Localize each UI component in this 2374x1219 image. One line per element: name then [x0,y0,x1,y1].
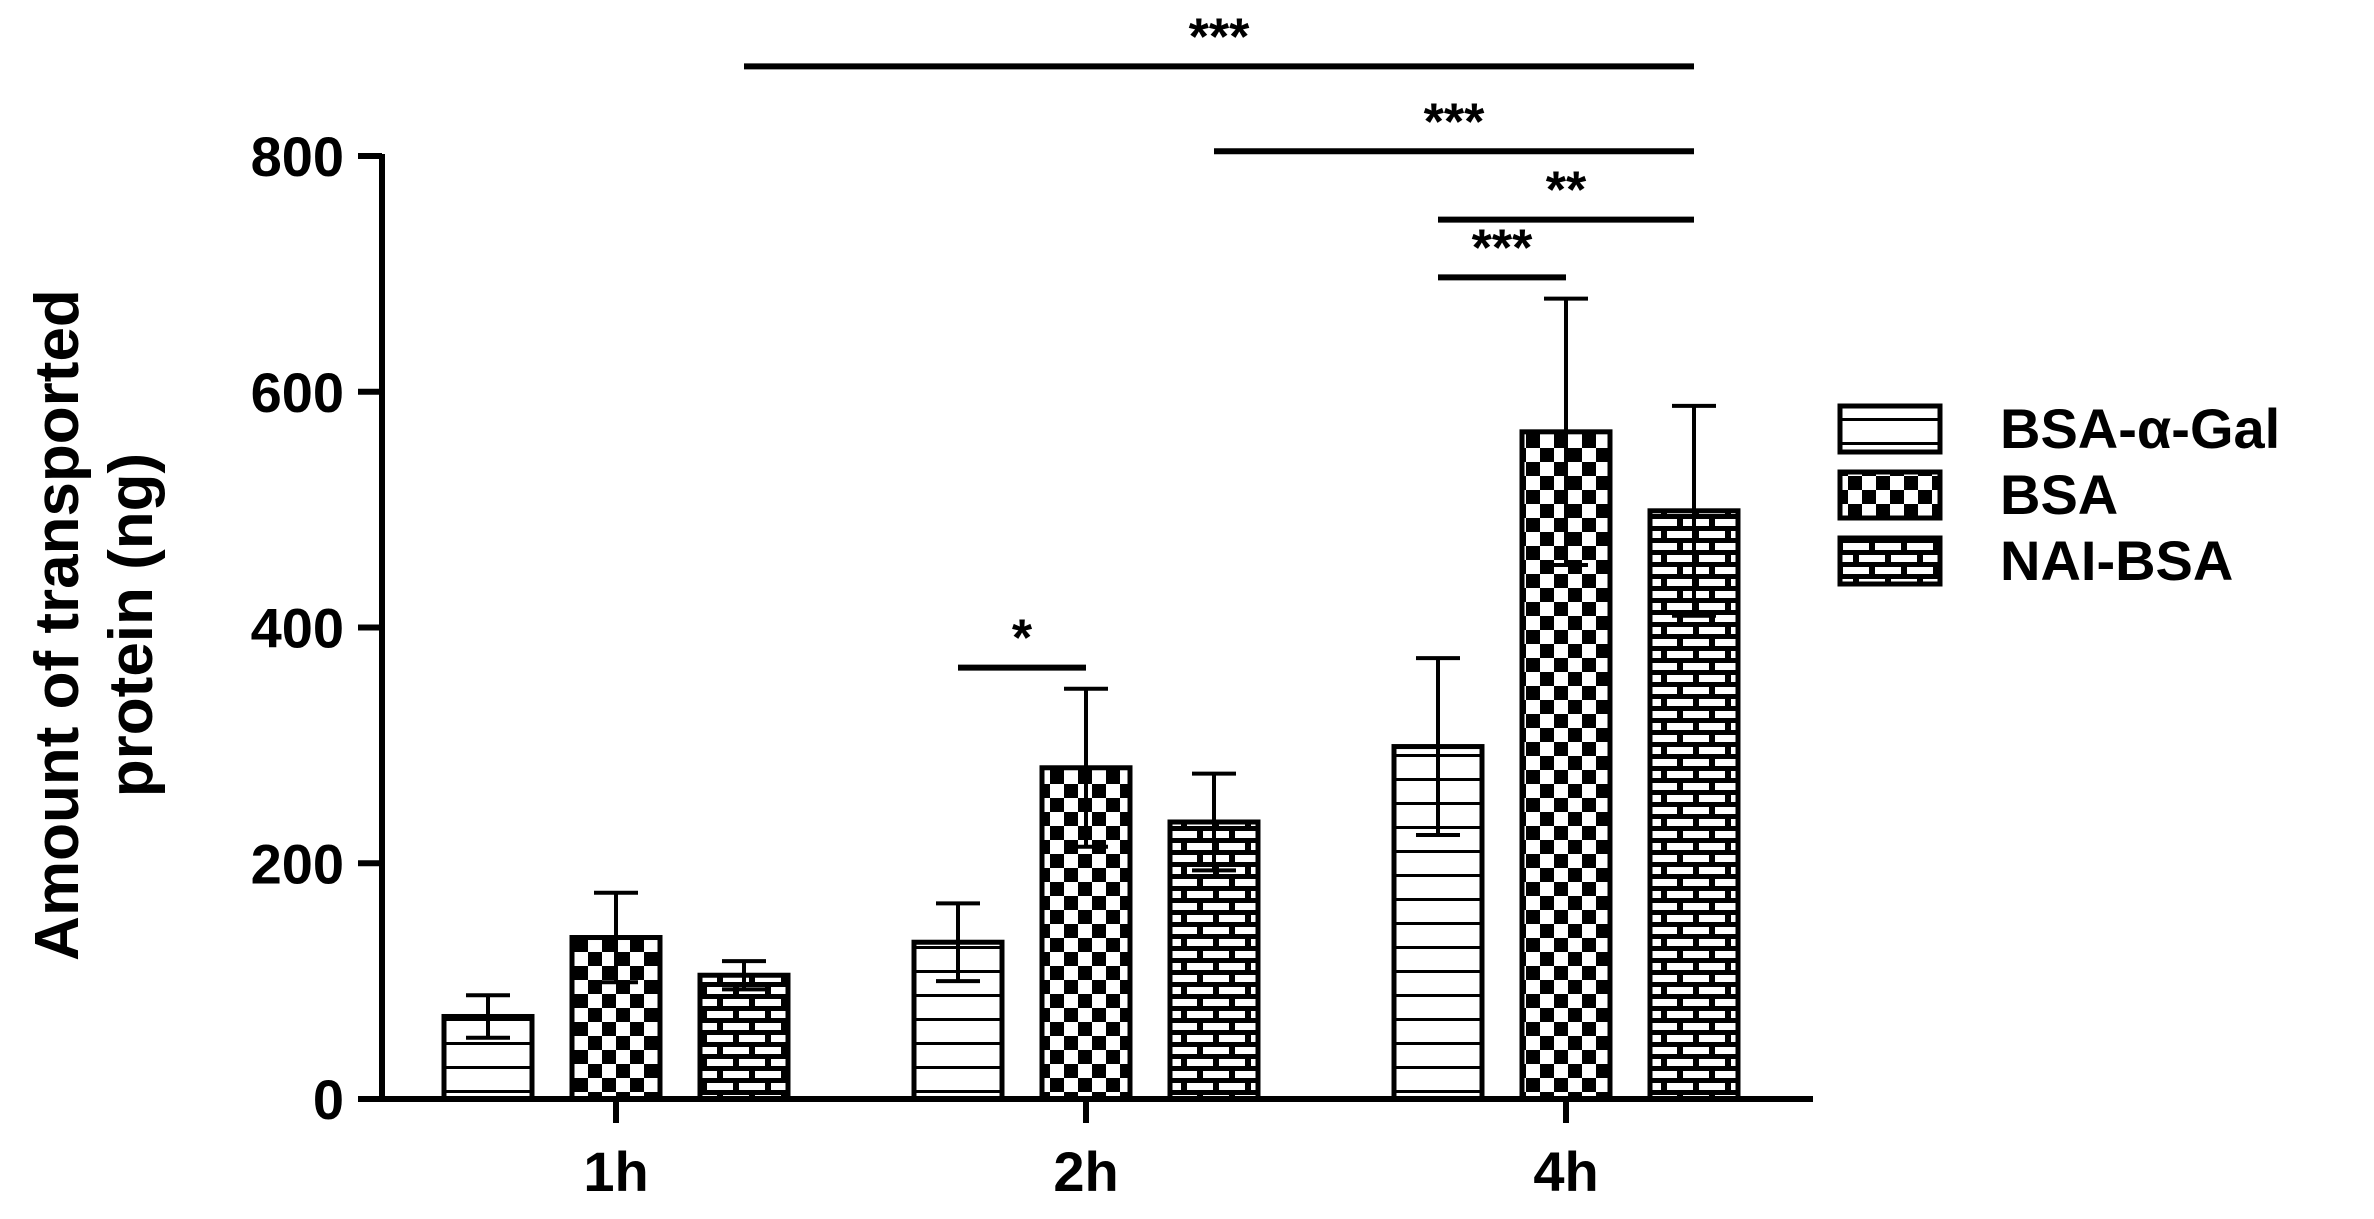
x-tick-label: 1h [583,1140,648,1203]
significance-label: ** [1546,162,1587,220]
significance-label: *** [1472,219,1533,277]
error-bar [466,993,510,1040]
y-tick-label: 400 [251,597,344,660]
y-axis-title: Amount of transported protein (ng) [23,289,166,961]
error-bar [594,890,638,985]
bar-nai-bsa-1h [697,972,791,1102]
legend-swatch [1837,469,1943,521]
error-bar [1416,656,1460,837]
y-axis-title-line-2: protein (ng) [97,453,166,797]
error-bar [1672,403,1716,618]
legend-item: BSA-α-Gal [1837,397,2280,460]
significance-bracket: ** [1438,162,1694,223]
y-tick-label: 800 [251,125,344,188]
error-bar [722,959,766,992]
x-tick-label: 2h [1053,1140,1118,1203]
y-tick-label: 600 [251,361,344,424]
legend-swatch [1837,403,1943,455]
significance-bracket: *** [1214,93,1694,155]
significance-bracket: *** [744,8,1694,70]
y-tick-label: 200 [251,832,344,895]
y-axis-title-line-1: Amount of transported [23,289,92,961]
y-tick-label: 0 [313,1068,344,1131]
significance-label: *** [1189,8,1250,66]
error-bar [1544,296,1588,568]
legend-item: NAI-BSA [1837,529,2233,592]
error-bar [1064,686,1108,849]
significance-label: * [1012,610,1033,668]
error-bar [1192,771,1236,873]
legend-label: BSA-α-Gal [2000,397,2280,460]
legend-swatch [1837,535,1943,587]
legend-label: NAI-BSA [2000,529,2233,592]
legend-item: BSA [1837,463,2118,526]
legend-label: BSA [2000,463,2118,526]
significance-label: *** [1424,93,1485,151]
x-tick-label: 4h [1533,1140,1598,1203]
significance-bracket: * [958,610,1086,671]
significance-bracket: *** [1438,219,1566,281]
error-bar [936,901,980,984]
